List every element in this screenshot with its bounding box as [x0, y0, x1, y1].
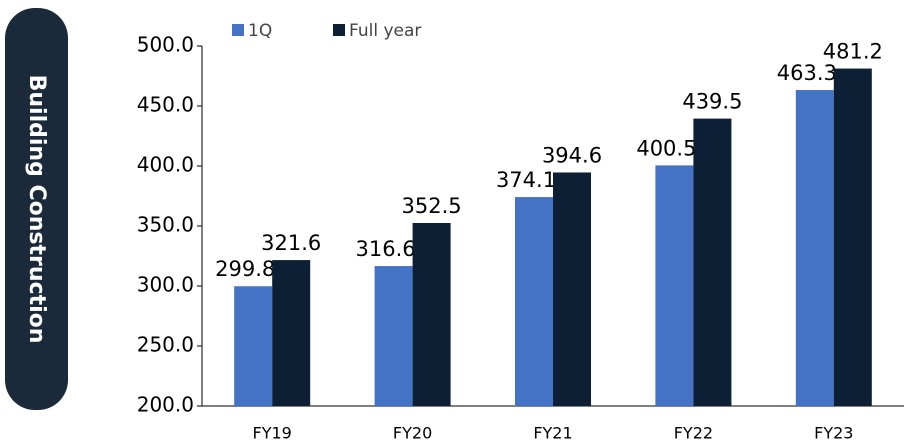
side-panel	[5, 8, 68, 410]
value-label: 374.1	[496, 168, 556, 192]
value-label: 299.8	[215, 257, 275, 281]
bar	[553, 172, 591, 406]
x-tick-label: FY21	[533, 424, 572, 443]
value-label: 316.6	[356, 237, 416, 261]
legend-label: 1Q	[248, 21, 272, 41]
y-tick-label: 250.0	[137, 333, 194, 357]
bar	[234, 286, 273, 406]
bar	[515, 197, 553, 406]
x-tick-label: FY19	[253, 424, 292, 443]
x-tick-label: FY22	[674, 424, 713, 443]
value-label: 481.2	[823, 40, 883, 64]
bar	[693, 118, 732, 406]
bar	[374, 266, 413, 406]
value-label: 463.3	[777, 61, 837, 85]
legend-label: Full year	[349, 21, 421, 41]
x-tick-label: FY23	[814, 424, 853, 443]
value-label: 400.5	[636, 136, 696, 160]
y-tick-label: 300.0	[137, 273, 194, 297]
y-tick-label: 450.0	[137, 93, 194, 117]
bar	[795, 90, 834, 406]
value-label: 439.5	[682, 90, 742, 114]
bar	[412, 223, 451, 406]
legend-swatch	[232, 24, 244, 36]
y-tick-label: 350.0	[137, 213, 194, 237]
y-tick-label: 400.0	[137, 153, 194, 177]
x-tick-label: FY20	[393, 424, 432, 443]
bar	[272, 260, 311, 406]
y-tick-label: 200.0	[137, 393, 194, 417]
legend-swatch	[333, 24, 345, 36]
y-tick-label: 500.0	[137, 33, 194, 57]
side-label: Building Construction	[24, 75, 49, 344]
value-label: 394.6	[542, 143, 602, 167]
bar	[655, 165, 694, 406]
value-label: 321.6	[261, 231, 321, 255]
value-label: 352.5	[402, 194, 462, 218]
bar	[833, 68, 872, 406]
